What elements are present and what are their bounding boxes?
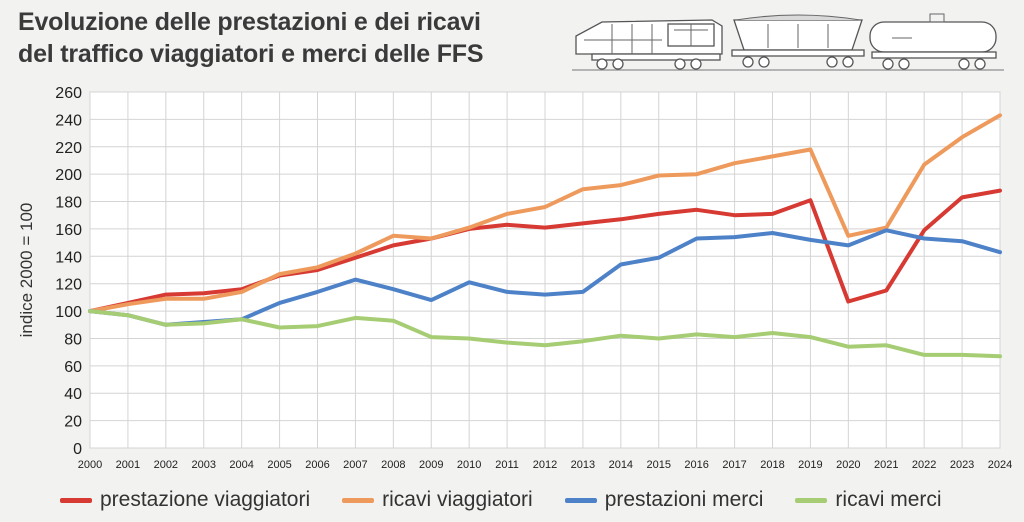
y-tick-label: 40: [64, 386, 82, 403]
x-tick-label: 2023: [950, 459, 974, 471]
x-tick-label: 2008: [381, 459, 405, 471]
y-tick-label: 220: [55, 140, 82, 157]
legend-item-2: prestazioni merci: [564, 488, 764, 512]
x-tick-label: 2007: [343, 459, 367, 471]
y-tick-label: 240: [55, 112, 82, 129]
y-tick-label: 180: [55, 195, 82, 212]
y-tick-label: 80: [64, 331, 82, 348]
grid-lines: [89, 91, 1001, 449]
legend-label: prestazione viaggiatori: [100, 488, 311, 511]
x-tick-label: 2009: [419, 459, 443, 471]
legend-swatch: [342, 497, 375, 503]
legend-label: ricavi merci: [835, 488, 942, 511]
x-tick-label: 2003: [192, 459, 216, 471]
y-tick-label: 60: [64, 359, 82, 376]
y-axis-label: indice 2000 = 100: [17, 203, 36, 338]
x-tick-label: 2016: [684, 459, 708, 471]
x-tick-label: 2002: [154, 459, 178, 471]
y-tick-label: 100: [55, 304, 82, 321]
x-tick-label: 2017: [722, 459, 746, 471]
series-line-0: [88, 188, 1002, 314]
legend-swatch: [795, 497, 828, 503]
legend-swatch: [60, 497, 92, 503]
chart-legend: prestazione viaggiatori ricavi viaggiator…: [60, 486, 974, 514]
x-tick-label: 2018: [760, 459, 784, 471]
y-tick-label: 200: [55, 167, 82, 184]
y-tick-label: 260: [55, 85, 82, 102]
x-tick-label: 2020: [836, 459, 860, 471]
x-tick-label: 2006: [305, 459, 329, 471]
train-illustration: [572, 13, 1004, 71]
x-tick-label: 2021: [874, 459, 898, 471]
y-tick-label: 140: [55, 249, 82, 266]
y-tick-label: 20: [64, 414, 82, 431]
x-tick-label: 2014: [609, 459, 633, 471]
y-tick-label: 120: [55, 277, 82, 294]
x-tick-label: 2000: [78, 459, 102, 471]
x-tick-label: 2001: [116, 459, 140, 471]
legend-label: prestazioni merci: [604, 488, 764, 511]
chart-title: Evoluzione delle prestazioni e dei ricav…: [18, 6, 484, 70]
x-axis-ticks: 2000 2001 2002 2003 2004 2005 2006 2007 2008 2009…: [78, 459, 1012, 471]
y-axis-ticks: 0 20 40 60 80 100 120 140 160 180 200 220 240 260: [55, 85, 82, 458]
title-line-1: Evoluzione delle prestazioni e dei ricav…: [18, 8, 481, 36]
x-tick-label: 2011: [495, 459, 519, 471]
x-tick-label: 2012: [533, 459, 557, 471]
x-tick-label: 2022: [912, 459, 936, 471]
series-line-1: [88, 113, 1002, 314]
x-tick-label: 2024: [988, 459, 1012, 471]
x-tick-label: 2019: [798, 459, 822, 471]
y-tick-label: 0: [73, 441, 82, 458]
title-line-2: del traffico viaggiatori e merci delle F…: [18, 40, 484, 68]
legend-item-0: prestazione viaggiatori: [60, 488, 310, 512]
legend-item-3: ricavi merci: [795, 488, 942, 512]
x-tick-label: 2010: [457, 459, 481, 471]
x-tick-label: 2004: [229, 459, 253, 471]
x-tick-label: 2015: [647, 459, 671, 471]
x-tick-label: 2013: [571, 459, 595, 471]
x-tick-label: 2005: [267, 459, 291, 471]
y-tick-label: 160: [55, 222, 82, 239]
legend-item-1: ricavi viaggiatori: [342, 488, 533, 512]
series-lines: [88, 113, 1002, 359]
legend-swatch: [564, 497, 597, 503]
legend-label: ricavi viaggiatori: [382, 488, 533, 511]
